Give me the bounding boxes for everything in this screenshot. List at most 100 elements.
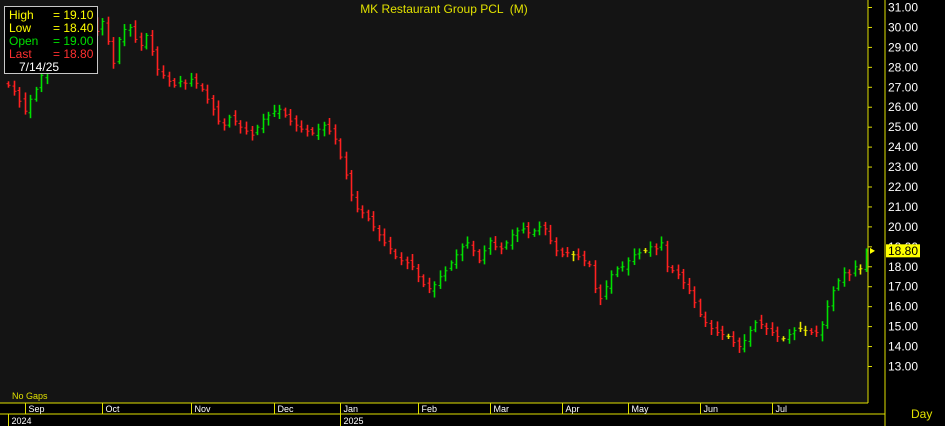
- price-bar: [632, 248, 637, 265]
- month-tick-label: Apr: [566, 404, 580, 414]
- period-label: Day: [911, 407, 933, 421]
- price-bar: [526, 222, 531, 239]
- price-bar: [759, 314, 764, 330]
- price-bar: [233, 110, 238, 126]
- price-bar: [393, 248, 398, 260]
- price-bar: [798, 321, 803, 332]
- price-bar: [294, 115, 299, 132]
- price-bar: [548, 224, 553, 245]
- price-bar: [211, 95, 216, 116]
- y-tick-label: 31.00: [888, 1, 918, 15]
- price-bar: [28, 94, 33, 119]
- month-tick-label: May: [632, 404, 650, 414]
- price-bar: [305, 124, 310, 137]
- price-bar: [122, 24, 127, 47]
- price-bar: [571, 251, 576, 262]
- price-bar: [227, 114, 232, 128]
- price-bar: [117, 37, 122, 65]
- price-bar: [144, 33, 149, 50]
- ohlc-label: Low: [9, 21, 32, 35]
- price-bar: [128, 24, 133, 37]
- price-bar: [753, 320, 758, 333]
- price-bar: [703, 311, 708, 328]
- price-bar: [382, 228, 387, 247]
- y-tick-label: 21.00: [888, 200, 918, 214]
- price-bar: [283, 107, 288, 118]
- price-bar: [255, 124, 260, 136]
- price-bar: [803, 325, 808, 336]
- price-bar: [493, 236, 498, 251]
- price-bar: [178, 75, 183, 88]
- price-bar: [377, 225, 382, 242]
- price-bar: [626, 257, 631, 276]
- price-bar: [327, 117, 332, 135]
- price-bar: [521, 222, 526, 234]
- price-bar: [399, 252, 404, 266]
- price-bar: [238, 120, 243, 134]
- price-bar: [277, 104, 282, 119]
- price-bar: [17, 87, 22, 108]
- price-bar: [731, 331, 736, 347]
- price-bar: [620, 261, 625, 272]
- y-tick-label: 24.00: [888, 140, 918, 154]
- price-bar: [842, 267, 847, 287]
- no-gaps-label: No Gaps: [12, 391, 48, 401]
- ohlc-row-open: Open = 19.00: [9, 34, 94, 48]
- price-bar: [333, 124, 338, 145]
- price-bar: [587, 260, 592, 268]
- ohlc-value: 18.40: [63, 21, 94, 35]
- price-bar: [100, 18, 105, 36]
- price-bar: [183, 79, 188, 90]
- price-bar: [593, 260, 598, 294]
- ohlc-row-last: Last = 18.80: [9, 47, 94, 61]
- y-tick-label: 18.00: [888, 260, 918, 274]
- price-bar: [405, 256, 410, 270]
- price-bar: [715, 321, 720, 336]
- price-bar: [698, 298, 703, 318]
- price-bar: [416, 263, 421, 283]
- price-bar: [155, 46, 160, 76]
- price-bar: [460, 243, 465, 262]
- price-bar: [360, 205, 365, 219]
- price-bar: [836, 278, 841, 291]
- price-bar: [443, 266, 448, 282]
- ohlc-label: Last: [9, 47, 32, 61]
- ohlc-label: Open: [9, 34, 39, 48]
- plot-area: [0, 0, 868, 403]
- y-tick-label: 28.00: [888, 60, 918, 74]
- price-bar: [504, 240, 509, 250]
- price-bar: [205, 84, 210, 104]
- price-bars: [6, 16, 869, 353]
- ohlc-readout: High = 19.10 Low = 18.40 Open = 19.00 Last = 18…: [4, 6, 98, 74]
- price-bar: [482, 245, 487, 265]
- price-bar: [12, 80, 17, 96]
- y-tick-label: 16.00: [888, 300, 918, 314]
- price-bar: [709, 320, 714, 335]
- price-bar: [726, 333, 731, 339]
- ohlc-label: High: [9, 8, 34, 22]
- price-bar: [543, 221, 548, 236]
- price-bar: [510, 229, 515, 250]
- ohlc-value: 19.00: [63, 34, 94, 48]
- price-bar: [554, 237, 559, 257]
- price-bar: [222, 118, 227, 131]
- price-bar: [604, 280, 609, 300]
- y-tick-label: 15.00: [888, 320, 918, 334]
- month-tick-label: Jan: [344, 404, 359, 414]
- price-bar: [194, 73, 199, 89]
- y-tick-label: 27.00: [888, 80, 918, 94]
- price-bar: [465, 236, 470, 249]
- price-bar: [344, 151, 349, 180]
- price-bar: [477, 249, 482, 264]
- price-bar: [111, 37, 116, 69]
- month-tick-label: Nov: [195, 404, 212, 414]
- price-bar: [764, 322, 769, 335]
- price-bar: [322, 121, 327, 137]
- price-bar: [858, 264, 863, 275]
- y-tick-label: 20.00: [888, 220, 918, 234]
- price-bar: [471, 240, 476, 257]
- y-tick-label: 13.00: [888, 360, 918, 374]
- y-tick-label: 14.00: [888, 340, 918, 354]
- price-bar: [488, 237, 493, 255]
